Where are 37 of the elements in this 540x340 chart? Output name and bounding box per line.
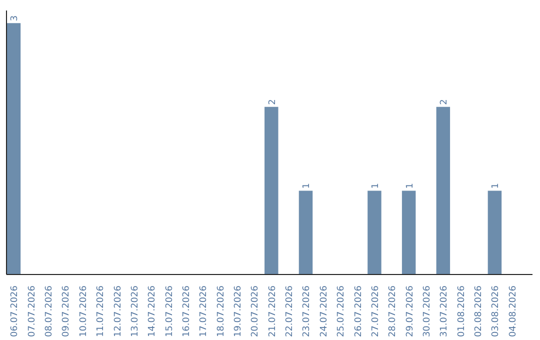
data-label: 2: [268, 99, 278, 105]
data-label: 3: [10, 15, 20, 22]
x-tick-label: 10.07.2026: [78, 285, 89, 338]
x-tick-label: 03.08.2026: [491, 285, 502, 338]
x-tick-label: 06.07.2026: [10, 285, 20, 338]
x-tick-label: 16.07.2026: [182, 285, 192, 338]
data-label: 2: [440, 99, 450, 105]
x-tick-label: 26.07.2026: [354, 285, 364, 338]
x-tick-label: 28.07.2026: [388, 285, 398, 338]
x-tick-label: 18.07.2026: [216, 285, 226, 338]
data-label: 1: [302, 182, 312, 189]
x-tick-label: 13.07.2026: [130, 285, 140, 338]
x-tick-label: 15.07.2026: [164, 285, 175, 338]
x-tick-label: 01.08.2026: [456, 285, 467, 338]
x-tick-label: 14.07.2026: [148, 285, 158, 338]
x-tick-label: 04.08.2026: [508, 285, 518, 338]
x-tick-label: 07.07.2026: [27, 285, 38, 338]
x-tick-label: 11.07.2026: [96, 285, 106, 338]
x-tick-label: 30.07.2026: [422, 285, 432, 338]
x-tick-label: 31.07.2026: [440, 285, 450, 338]
x-tick-label: 02.08.2026: [474, 285, 484, 338]
x-tick-label: 25.07.2026: [336, 285, 347, 338]
x-tick-label: 29.07.2026: [405, 285, 416, 338]
x-tick-label: 27.07.2026: [370, 285, 381, 338]
x-tick-label: 17.07.2026: [199, 285, 210, 338]
x-tick-label: 22.07.2026: [285, 285, 296, 338]
x-tick-label: 08.07.2026: [44, 285, 55, 338]
x-tick-label: 19.07.2026: [234, 285, 244, 338]
data-label: 1: [405, 182, 416, 189]
x-tick-label: 20.07.2026: [250, 285, 261, 338]
data-label: 1: [491, 182, 502, 189]
data-label: 1: [370, 182, 381, 189]
x-tick-label: 09.07.2026: [62, 285, 72, 338]
x-tick-label: 12.07.2026: [113, 285, 124, 338]
x-tick-label: 23.07.2026: [302, 285, 312, 338]
x-tick-label: 21.07.2026: [268, 285, 278, 338]
x-tick-label: 24.07.2026: [319, 285, 330, 338]
